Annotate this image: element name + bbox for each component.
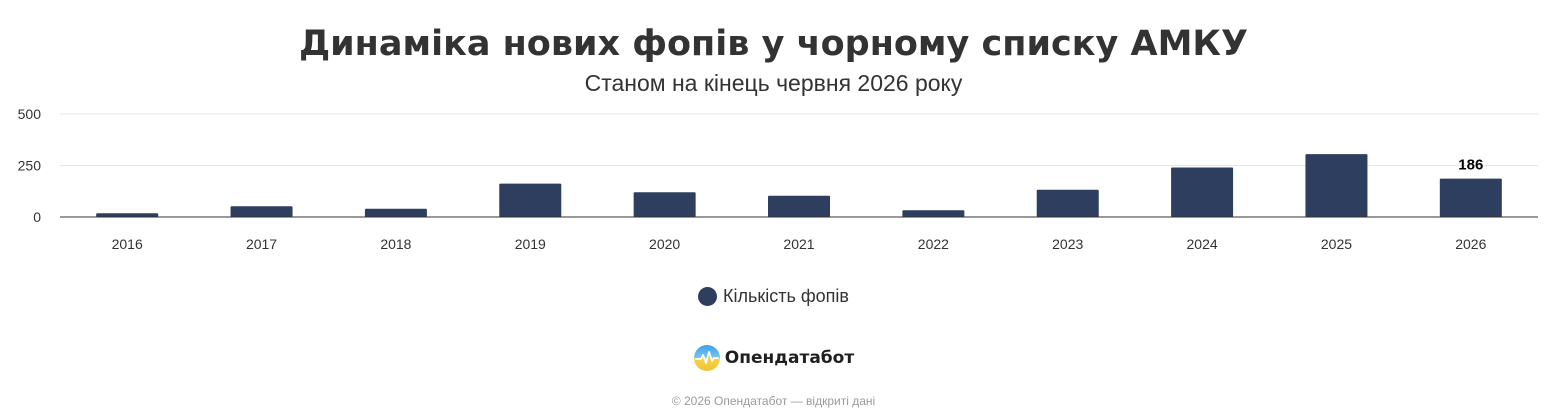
y-tick-label: 500 (18, 106, 42, 122)
bar (768, 195, 830, 217)
bar-chart: 0 250 500 2016 2017 2018 2019 2020 2021 2022 2023 2… (18, 106, 1538, 252)
bar (1439, 178, 1502, 217)
bar (230, 206, 293, 217)
opendatabot-logo-icon (693, 345, 720, 371)
x-tick-label: 2017 (246, 236, 277, 252)
x-tick-label: 2024 (1187, 236, 1218, 252)
x-tick-label: 2016 (112, 236, 143, 252)
chart-title: Динаміка нових фопів у чорному списку АМ… (298, 24, 1249, 64)
data-label: 186 (1458, 157, 1483, 174)
logo-text: Опендатабот (724, 348, 855, 368)
bar (96, 213, 159, 217)
legend-item-series[interactable]: Кількість фопів (698, 286, 849, 307)
footer-credit: © 2026 Опендатабот — відкриті дані (671, 394, 876, 408)
x-tick-label: 2021 (783, 236, 814, 252)
y-tick-label: 0 (33, 209, 41, 225)
x-tick-label: 2025 (1321, 236, 1352, 252)
bar (1171, 167, 1234, 217)
y-tick-label: 250 (18, 158, 42, 174)
x-tick-label: 2019 (515, 236, 546, 252)
legend-label: Кількість фопів (723, 286, 849, 306)
legend-marker (698, 287, 717, 306)
x-tick-label: 2026 (1455, 236, 1486, 252)
bar (364, 208, 427, 217)
bar (902, 210, 965, 217)
bar (633, 192, 696, 217)
bar (1305, 154, 1368, 217)
x-tick-label: 2020 (649, 236, 680, 252)
brand-logo[interactable]: Опендатабот (0, 344, 1547, 372)
x-tick-label: 2018 (380, 236, 411, 252)
x-tick-label: 2022 (918, 236, 949, 252)
x-tick-label: 2023 (1052, 236, 1083, 252)
bar (1036, 189, 1099, 217)
chart-subtitle: Станом на кінець червня 2026 року (584, 70, 963, 96)
bar (499, 183, 562, 217)
legend: Кількість фопів (0, 286, 1547, 307)
